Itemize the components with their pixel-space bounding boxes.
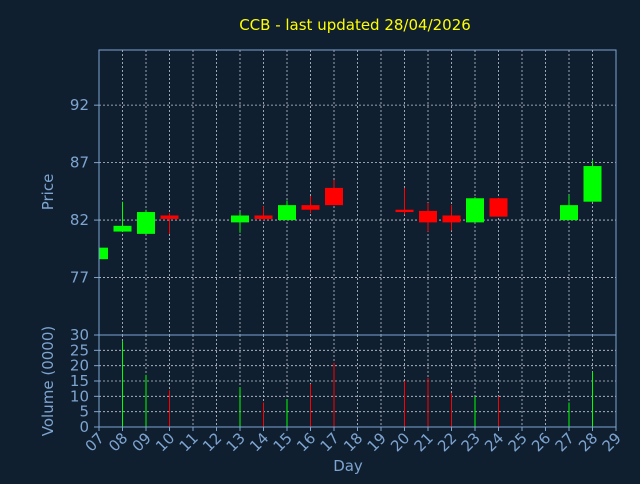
volume-tick-label: 0: [79, 418, 89, 436]
candle: [137, 209, 155, 234]
candle: [98, 247, 108, 260]
candle: [583, 160, 602, 202]
price-panel-frame: [98, 49, 617, 336]
candle-body: [278, 205, 296, 221]
candle: [466, 197, 484, 223]
candle: [231, 212, 249, 233]
day-tick-label: 15: [270, 429, 296, 455]
day-tick-label: 29: [599, 429, 625, 455]
candle-body: [99, 247, 108, 260]
candle: [325, 179, 343, 206]
volume-tick-label: 10: [70, 387, 89, 405]
volume-tick-label: 30: [70, 326, 89, 344]
price-tick-label: 92: [70, 96, 89, 114]
day-tick-label: 11: [176, 429, 202, 455]
day-tick-label: 28: [575, 429, 601, 455]
day-tick-label: 18: [340, 429, 366, 455]
day-tick-label: 09: [129, 429, 155, 455]
day-tick-label: 23: [458, 429, 484, 455]
day-tick-label: 25: [505, 429, 531, 455]
price-grid: [99, 50, 616, 335]
candle: [560, 194, 578, 221]
day-tick-label: 24: [481, 429, 507, 455]
day-tick-label: 20: [387, 429, 413, 455]
day-tick-label: 14: [246, 429, 272, 455]
day-tick-label: 27: [552, 429, 578, 455]
day-tick-label: 22: [434, 429, 460, 455]
candle-body: [231, 215, 249, 223]
candle: [113, 201, 132, 232]
candle-body: [301, 205, 320, 210]
candle-body: [419, 210, 437, 223]
candle-body: [113, 225, 132, 232]
volume-tick-label: 5: [79, 403, 89, 421]
candle-body: [466, 198, 484, 223]
candle: [489, 198, 508, 217]
candle-body: [489, 198, 508, 217]
candle-body: [325, 187, 343, 206]
candle: [160, 213, 179, 234]
candle-body: [160, 215, 179, 219]
candles-layer: [98, 160, 602, 260]
candle-body: [442, 215, 461, 223]
price-tick-label: 82: [70, 211, 89, 229]
volume-tick-label: 20: [70, 357, 89, 375]
candle: [395, 187, 414, 215]
candle-body: [137, 212, 155, 234]
day-tick-label: 08: [105, 429, 131, 455]
candle-body: [254, 215, 273, 219]
volume-grid: [99, 335, 616, 427]
candle: [419, 202, 437, 232]
candle: [278, 200, 296, 221]
price-tick-label: 77: [70, 269, 89, 287]
candle-body: [583, 166, 602, 202]
day-tick-label: 26: [528, 429, 554, 455]
volume-bars-layer: [122, 341, 593, 427]
volume-axis-label: Volume (0000): [39, 326, 57, 436]
day-tick-label: 17: [317, 429, 343, 455]
day-tick-label: 13: [223, 429, 249, 455]
price-tick-label: 87: [70, 154, 89, 172]
price-axis-label: Price: [39, 174, 57, 211]
day-tick-label: 21: [411, 429, 437, 455]
chart-title: CCB - last updated 28/04/2026: [239, 16, 471, 34]
day-tick-label: 10: [152, 429, 178, 455]
candle: [301, 195, 320, 214]
volume-tick-label: 15: [70, 372, 89, 390]
day-tick-label: 16: [293, 429, 319, 455]
day-tick-label: 12: [199, 429, 225, 455]
candle: [254, 206, 273, 221]
volume-tick-label: 25: [70, 341, 89, 359]
candle-body: [395, 209, 414, 213]
candle-body: [560, 205, 578, 221]
day-axis-label: Day: [333, 457, 363, 475]
day-tick-label: 19: [364, 429, 390, 455]
candle: [442, 205, 461, 231]
day-axis: 0708091011121314151617181920212223242526…: [82, 427, 625, 455]
price-axis: 77 82 87 92: [70, 96, 99, 287]
